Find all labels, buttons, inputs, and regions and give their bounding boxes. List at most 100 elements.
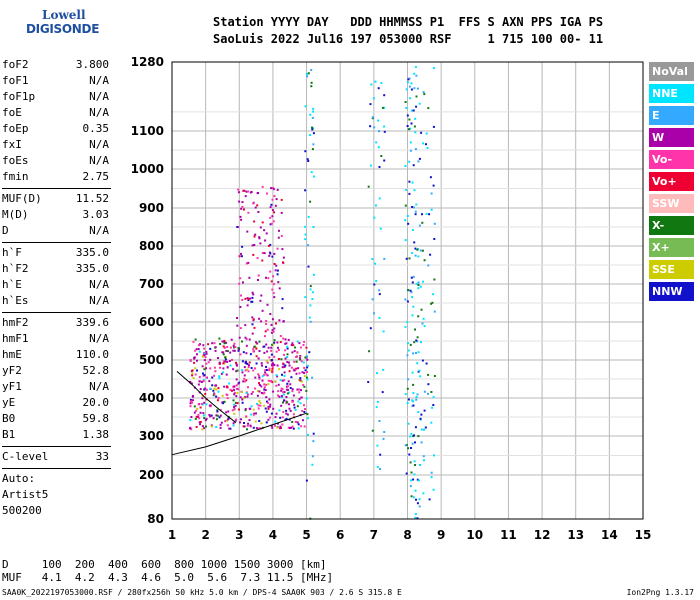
echo-point: [202, 372, 204, 375]
echo-point: [297, 367, 300, 370]
param-separator: [2, 312, 111, 313]
echo-point: [261, 252, 264, 254]
echo-point: [378, 293, 381, 296]
echo-point: [250, 367, 253, 369]
echo-point: [198, 421, 201, 424]
echo-point: [241, 371, 244, 374]
echo-point: [231, 409, 234, 412]
echo-point: [244, 360, 247, 363]
echo-point: [311, 455, 314, 458]
echo-point: [283, 391, 286, 394]
echo-point: [306, 366, 309, 369]
echo-point: [201, 425, 204, 428]
echo-point: [198, 417, 201, 420]
software-version: Ion2Png 1.3.17: [626, 588, 694, 597]
echo-point: [277, 236, 280, 239]
echo-point: [219, 362, 221, 365]
echo-point: [431, 301, 434, 304]
echo-point: [243, 366, 246, 369]
echo-point: [281, 373, 283, 376]
echo-point: [217, 357, 219, 359]
echo-point: [425, 212, 428, 215]
echo-point: [414, 131, 417, 134]
y-tick-label: 1100: [131, 124, 164, 138]
echo-point: [298, 398, 301, 401]
echo-point: [264, 407, 267, 410]
echo-point: [433, 454, 435, 457]
echo-point: [214, 385, 217, 388]
echo-point: [226, 350, 229, 353]
echo-point: [379, 227, 382, 230]
echo-point: [281, 298, 284, 301]
x-tick-label: 7: [370, 528, 378, 542]
echo-point: [304, 356, 307, 359]
echo-point: [189, 405, 192, 408]
echo-point: [277, 281, 280, 284]
echo-point: [197, 416, 200, 418]
legend-swatch-sse: SSE: [649, 260, 694, 279]
echo-point: [259, 226, 262, 229]
echo-point: [411, 399, 414, 402]
echo-point: [309, 288, 312, 291]
echo-point: [216, 414, 219, 417]
echo-point: [285, 396, 288, 398]
echo-point: [274, 420, 277, 423]
echo-point: [273, 327, 276, 330]
echo-point: [288, 370, 291, 373]
echo-point: [265, 410, 268, 413]
echo-point: [430, 208, 433, 211]
echo-point: [264, 389, 267, 391]
echo-point: [193, 386, 196, 389]
echo-point: [282, 362, 285, 365]
param-row: h`F2 335.0: [2, 261, 111, 277]
digisonde-logo: Lowell DIGISONDE: [2, 4, 112, 40]
echo-point: [257, 373, 260, 376]
echo-point: [210, 424, 213, 427]
echo-point: [290, 376, 293, 379]
echo-point: [282, 256, 285, 259]
echo-point: [274, 269, 277, 272]
echo-point: [257, 211, 260, 213]
echo-point: [218, 337, 221, 340]
echo-point: [410, 82, 413, 85]
echo-point: [378, 130, 380, 133]
echo-point: [221, 394, 224, 397]
echo-point: [422, 280, 424, 283]
echo-point: [412, 164, 415, 167]
echo-point: [381, 106, 384, 109]
echo-point: [284, 364, 287, 367]
echo-point: [406, 125, 409, 127]
echo-point: [305, 356, 308, 359]
header-line-1: Station YYYY DAY DDD HHMMSS P1 FFS S AXN…: [213, 15, 604, 29]
echo-point: [203, 352, 205, 355]
echo-point: [414, 247, 417, 250]
echo-point: [262, 392, 265, 395]
echo-point: [299, 379, 302, 382]
echo-point: [370, 83, 373, 86]
legend-swatch-nne: NNE: [649, 84, 694, 103]
echo-point: [252, 426, 255, 429]
echo-point: [404, 165, 407, 167]
echo-point: [298, 342, 301, 345]
echo-point: [280, 404, 283, 407]
echo-point: [407, 342, 409, 345]
echo-point: [273, 296, 276, 299]
echo-point: [223, 342, 226, 345]
echo-point: [253, 345, 256, 348]
echo-point: [303, 340, 306, 343]
echo-point: [221, 351, 224, 354]
echo-point: [414, 148, 417, 151]
echo-point: [291, 399, 294, 402]
echo-point: [217, 399, 219, 402]
echo-point: [250, 191, 253, 193]
echo-point: [284, 338, 287, 341]
echo-point: [280, 198, 283, 201]
echo-point: [367, 185, 370, 188]
echo-point: [377, 119, 380, 122]
echo-point: [258, 382, 260, 385]
echo-point: [251, 332, 254, 335]
echo-point: [247, 261, 250, 264]
echo-point: [272, 362, 274, 365]
x-tick-labels: 1 2 3 4 5 6 7 8 9 10 11 12 13 14 15: [168, 528, 652, 542]
echo-point: [248, 419, 251, 422]
